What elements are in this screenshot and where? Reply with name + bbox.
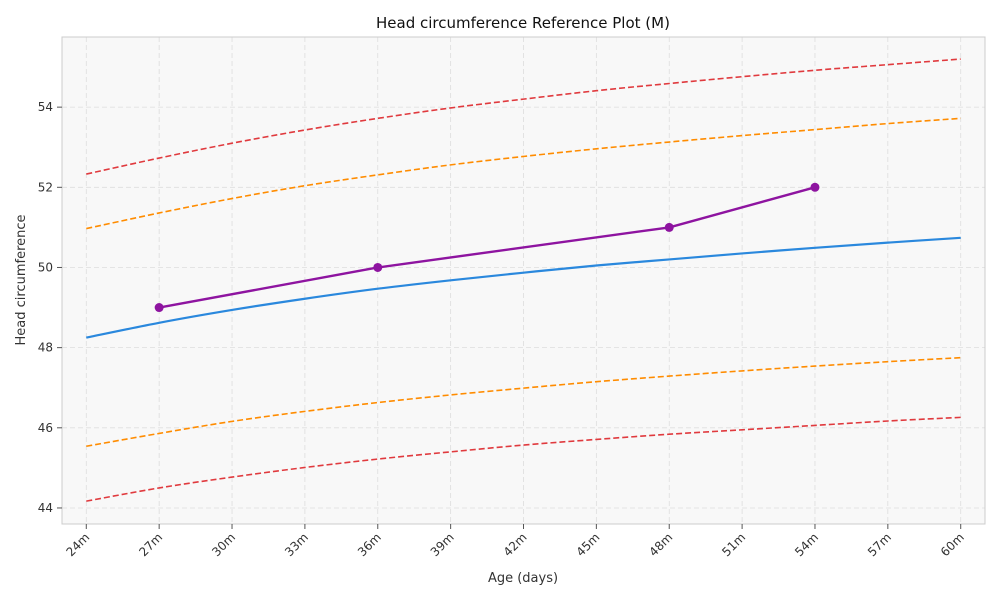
x-tick-label: 60m xyxy=(938,530,967,559)
y-axis-ticks: 44 46 48 50 52 54 xyxy=(38,100,62,515)
x-tick-label: 57m xyxy=(865,530,894,559)
y-tick-label: 52 xyxy=(38,180,53,194)
measurement-point[interactable] xyxy=(373,262,383,272)
y-tick-label: 44 xyxy=(38,501,53,515)
measurement-point[interactable] xyxy=(810,182,820,192)
series-line-1 xyxy=(86,117,961,230)
series-line-0 xyxy=(86,58,961,175)
series-line-4 xyxy=(86,416,961,502)
x-tick-label: 45m xyxy=(574,530,603,559)
chart-title: Head circumference Reference Plot (M) xyxy=(376,14,670,32)
measurement-line xyxy=(158,186,816,309)
y-tick-label: 48 xyxy=(38,341,53,355)
series-line-3 xyxy=(86,356,961,448)
y-tick-label: 46 xyxy=(38,421,53,435)
y-tick-label: 50 xyxy=(38,260,53,274)
series-lines xyxy=(86,58,961,502)
x-tick-label: 39m xyxy=(428,530,457,559)
y-axis-label: Head circumference xyxy=(14,214,29,345)
series-line-2 xyxy=(86,236,961,339)
x-tick-label: 51m xyxy=(719,530,748,559)
measurement-point[interactable] xyxy=(154,303,164,313)
x-axis-label: Age (days) xyxy=(488,571,558,586)
y-tick-label: 54 xyxy=(38,100,53,114)
x-tick-label: 30m xyxy=(209,530,238,559)
x-tick-label: 36m xyxy=(355,530,384,559)
x-tick-label: 48m xyxy=(646,530,675,559)
x-tick-label: 24m xyxy=(63,530,92,559)
x-tick-label: 33m xyxy=(282,530,311,559)
measurement-point[interactable] xyxy=(664,222,674,232)
x-tick-label: 54m xyxy=(792,530,821,559)
x-tick-label: 42m xyxy=(501,530,530,559)
x-axis-ticks: 24m 27m 30m 33m 36m 39m 42m 45m 48m 51m 54m 57m 60m xyxy=(63,524,967,559)
measurement-points xyxy=(154,182,820,313)
x-tick-label: 27m xyxy=(136,530,165,559)
